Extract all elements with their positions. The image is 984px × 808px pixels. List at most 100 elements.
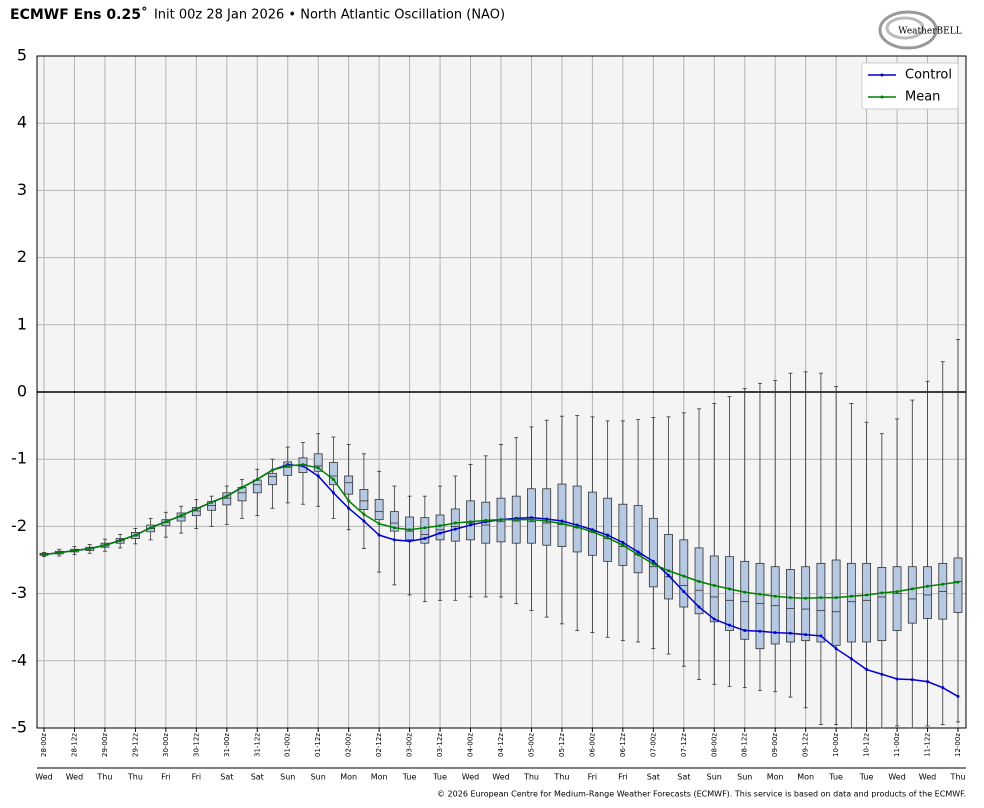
weekday-label: Wed <box>35 773 52 782</box>
x-tick-label: 29-12z <box>131 733 139 757</box>
y-tick-label: 3 <box>17 180 27 199</box>
y-tick-label: 5 <box>17 46 27 65</box>
x-tick-label: 06-00z <box>588 733 596 757</box>
logo: WeatherBELL <box>878 10 962 50</box>
weekday-label: Mon <box>767 773 784 782</box>
box <box>572 485 582 553</box>
point <box>849 657 853 661</box>
box <box>344 475 354 495</box>
point <box>743 590 747 594</box>
point <box>103 543 107 547</box>
x-tick-label: 01-12z <box>314 733 322 757</box>
point <box>499 518 503 522</box>
point <box>651 562 655 566</box>
point <box>728 623 731 627</box>
point <box>895 590 899 594</box>
point <box>590 530 594 534</box>
box <box>359 489 369 511</box>
box <box>389 511 399 532</box>
box <box>664 534 673 600</box>
point <box>606 536 610 540</box>
x-tick-label: 28-12z <box>70 733 78 757</box>
point <box>392 538 396 542</box>
point <box>621 543 625 547</box>
point <box>926 680 930 684</box>
weekday-label: Wed <box>492 773 509 782</box>
point <box>118 539 122 543</box>
weekday-label: Fri <box>618 773 628 782</box>
x-tick-label: 31-00z <box>223 733 231 757</box>
weekday-label: Wed <box>66 773 83 782</box>
box <box>831 559 841 646</box>
box <box>633 505 643 574</box>
box <box>252 479 262 494</box>
box <box>877 566 887 642</box>
weekday-label: Sat <box>677 773 690 782</box>
point <box>560 522 564 526</box>
point <box>331 477 335 481</box>
point <box>773 594 777 598</box>
x-tick-label: 28-00z <box>40 733 48 757</box>
box <box>709 555 719 623</box>
point <box>926 584 930 588</box>
box <box>283 461 293 476</box>
point <box>895 677 899 681</box>
weekday-label: Sun <box>737 773 752 782</box>
legend-marker <box>880 95 884 99</box>
weekday-label: Mon <box>797 773 814 782</box>
box <box>907 566 917 624</box>
point <box>667 569 671 573</box>
point <box>316 466 320 470</box>
point <box>377 533 381 537</box>
box <box>527 488 536 544</box>
point <box>362 519 366 523</box>
weekday-label: Wed <box>919 773 936 782</box>
box <box>740 560 750 640</box>
x-tick-label: 09-12z <box>802 733 810 757</box>
chart-subtitle: Init 00z 28 Jan 2026 • North Atlantic Os… <box>154 8 505 23</box>
weekday-label: Sun <box>707 773 722 782</box>
weekday-label: Thu <box>553 773 569 782</box>
point <box>362 512 366 516</box>
x-tick-label: 01-00z <box>284 733 292 757</box>
point <box>865 593 869 597</box>
point <box>408 528 412 532</box>
point <box>651 559 655 563</box>
point <box>529 518 533 522</box>
weekday-label: Sat <box>251 773 264 782</box>
box <box>953 557 963 613</box>
weekday-label: Sun <box>311 773 326 782</box>
weekday-label: Thu <box>127 773 143 782</box>
x-tick-label: 12-00z <box>954 733 962 757</box>
weekday-label: Fri <box>192 773 202 782</box>
legend-marker <box>880 73 884 77</box>
point <box>194 507 198 511</box>
point <box>728 587 731 591</box>
point <box>880 672 884 676</box>
point <box>57 551 61 555</box>
weekday-label: Thu <box>949 773 965 782</box>
point <box>667 573 671 577</box>
point <box>423 526 427 530</box>
point <box>316 474 320 478</box>
point <box>941 686 945 690</box>
y-tick-label: -1 <box>11 449 27 468</box>
x-tick-label: 29-00z <box>101 733 109 757</box>
plot-frame <box>36 55 967 729</box>
point <box>408 539 412 543</box>
point <box>164 520 168 524</box>
point <box>392 526 396 530</box>
weekday-label: Sun <box>280 773 295 782</box>
logo-swirl <box>878 10 938 50</box>
point <box>286 464 290 468</box>
weekday-label: Wed <box>888 773 905 782</box>
y-tick-label: -5 <box>11 718 27 737</box>
point <box>545 519 549 523</box>
point <box>347 506 351 510</box>
weekday-label: Wed <box>462 773 479 782</box>
y-tick-label: -3 <box>11 583 27 602</box>
point <box>682 574 686 578</box>
box <box>222 492 232 506</box>
box <box>374 499 384 521</box>
logo-text: WeatherBELL <box>898 27 961 37</box>
